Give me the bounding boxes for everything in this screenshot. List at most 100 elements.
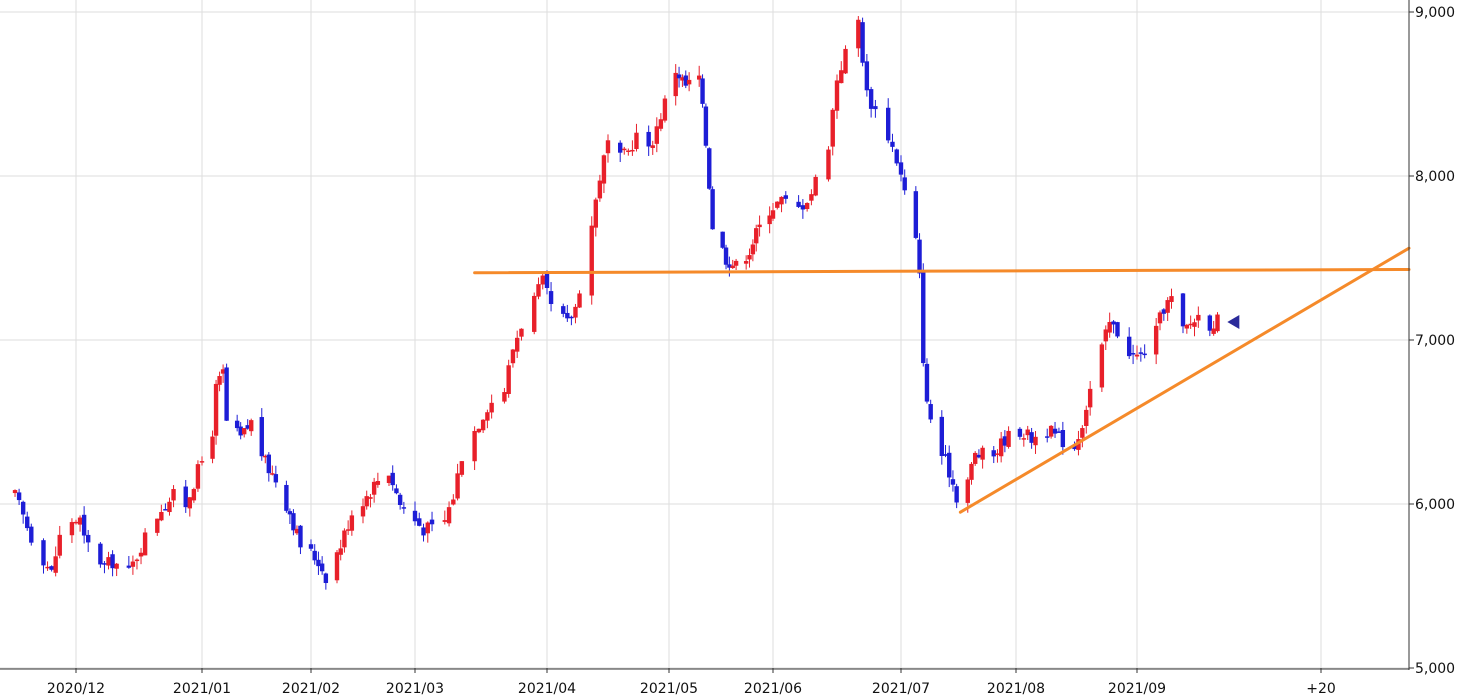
candle-body [680, 77, 685, 81]
candle-body [270, 473, 275, 475]
candle-body [294, 528, 300, 534]
candle-body [1134, 354, 1140, 357]
candle-body [291, 513, 296, 531]
candle-body [476, 428, 482, 433]
candle-body [390, 472, 395, 486]
candle-body [77, 517, 83, 525]
candle-body [804, 202, 810, 210]
candle-body [1207, 315, 1213, 331]
candle-body [1196, 314, 1201, 321]
candle-body [561, 306, 566, 314]
trendlines [473, 246, 1411, 514]
candle-body [972, 452, 978, 464]
candle-body [696, 75, 702, 80]
candle-body [213, 383, 219, 436]
candle-body [1080, 428, 1085, 438]
candle-body [245, 425, 250, 429]
candle-body [597, 180, 603, 199]
candle-body [397, 494, 403, 505]
candle-body [886, 107, 891, 141]
candle-body [1165, 300, 1170, 313]
candle-body [565, 312, 570, 319]
candle-body [1056, 431, 1062, 433]
candle-body [770, 210, 776, 219]
candle-body [371, 481, 377, 495]
candle-body [485, 412, 490, 421]
candle-body [634, 132, 639, 150]
candle-body [126, 565, 132, 568]
candle-body [1045, 436, 1050, 438]
candle-body [1025, 429, 1030, 436]
candle-body [1048, 425, 1054, 437]
candle-body [342, 530, 347, 548]
candle-body [928, 404, 933, 420]
candle-body [273, 474, 279, 483]
candle-body [401, 507, 407, 509]
candle-body [1087, 388, 1093, 408]
candle-body [720, 231, 725, 248]
candle-body [210, 436, 215, 459]
candle-body [1115, 322, 1120, 337]
candle-body [263, 455, 268, 458]
y-tick-label: 8,000 [1415, 169, 1455, 185]
candle-body [455, 473, 460, 499]
candle-body [1192, 322, 1197, 327]
candle-body [589, 225, 594, 296]
candle-body [536, 284, 541, 297]
candle-body [1099, 344, 1105, 388]
candle-body [446, 507, 452, 524]
candle-body [266, 454, 272, 474]
candle-body [569, 316, 574, 319]
candle-body [199, 461, 205, 463]
candle-body [259, 417, 264, 457]
candle-body [1103, 329, 1108, 342]
candle-body [298, 525, 303, 548]
candle-body [658, 119, 664, 129]
candle-body [312, 550, 317, 561]
candle-body [673, 72, 678, 97]
candle-body [676, 74, 682, 79]
candle-body [779, 196, 784, 205]
candle-body [700, 78, 705, 104]
candle-body [316, 559, 321, 567]
candle-body [49, 566, 54, 570]
candle-body [429, 519, 435, 525]
candle-body [238, 426, 243, 436]
trendline [958, 246, 1411, 514]
candle-body [171, 489, 176, 501]
candle-body [41, 540, 46, 566]
candle-body [73, 521, 79, 524]
candle-body [730, 265, 735, 269]
candle-body [548, 291, 554, 305]
candle-body [544, 273, 550, 289]
candle-body [480, 419, 486, 431]
candle-body [451, 499, 456, 505]
candle-body [1215, 314, 1220, 332]
candle-body [1033, 436, 1038, 446]
candle-body [334, 552, 340, 581]
x-axis-ticks: 2020/12 2021/01 2021/02 2021/03 2021/04 2021/… [47, 668, 1336, 697]
candle-body [902, 177, 907, 191]
candle-body [921, 271, 926, 364]
x-tick-label: 2021/07 [872, 681, 930, 697]
candle-body [950, 479, 956, 485]
candle-body [898, 162, 904, 175]
candle-body [577, 293, 582, 308]
candle-body [913, 191, 919, 238]
candle-body [102, 563, 107, 565]
candle-body [241, 428, 247, 435]
candle-body [683, 75, 688, 86]
y-tick-label: 9,000 [1415, 5, 1455, 21]
y-tick-label: 6,000 [1415, 497, 1455, 513]
candle-body [757, 224, 762, 228]
candle-body [1161, 309, 1167, 314]
candle-body [618, 142, 623, 153]
candle-body [514, 337, 520, 352]
candle-body [1006, 430, 1011, 447]
x-tick-label: 2021/09 [1108, 681, 1166, 697]
candle-body [284, 484, 289, 511]
trendline [473, 267, 1411, 275]
candle-body [1072, 445, 1077, 450]
candle-body [626, 150, 631, 152]
